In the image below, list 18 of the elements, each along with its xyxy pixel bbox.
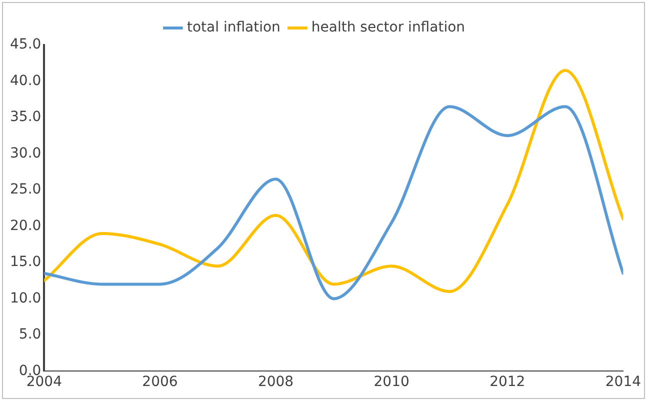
legend-label: total inflation xyxy=(186,20,280,36)
x-tick-label: 2008 xyxy=(258,374,294,390)
x-tick-label: 2012 xyxy=(490,374,526,390)
y-tick-label: 10.0 xyxy=(10,290,42,306)
y-tick-label: 30.0 xyxy=(10,145,42,162)
legend-label: health sector inflation xyxy=(311,20,466,36)
y-tick-label: 25.0 xyxy=(10,182,42,198)
y-tick-label: 5.0 xyxy=(18,326,42,343)
line-series xyxy=(44,68,624,293)
y-tick-label: 15.0 xyxy=(10,254,42,270)
y-tick-label: 35.0 xyxy=(10,109,42,126)
x-tick-label: 2010 xyxy=(374,374,410,390)
line-series xyxy=(44,105,624,300)
x-tick-label: 2014 xyxy=(605,374,642,390)
y-tick-label: 45.0 xyxy=(10,36,42,53)
x-tick-label: 2006 xyxy=(142,374,178,390)
y-tick-label: 40.0 xyxy=(10,72,42,89)
y-tick-label: 20.0 xyxy=(10,218,42,234)
